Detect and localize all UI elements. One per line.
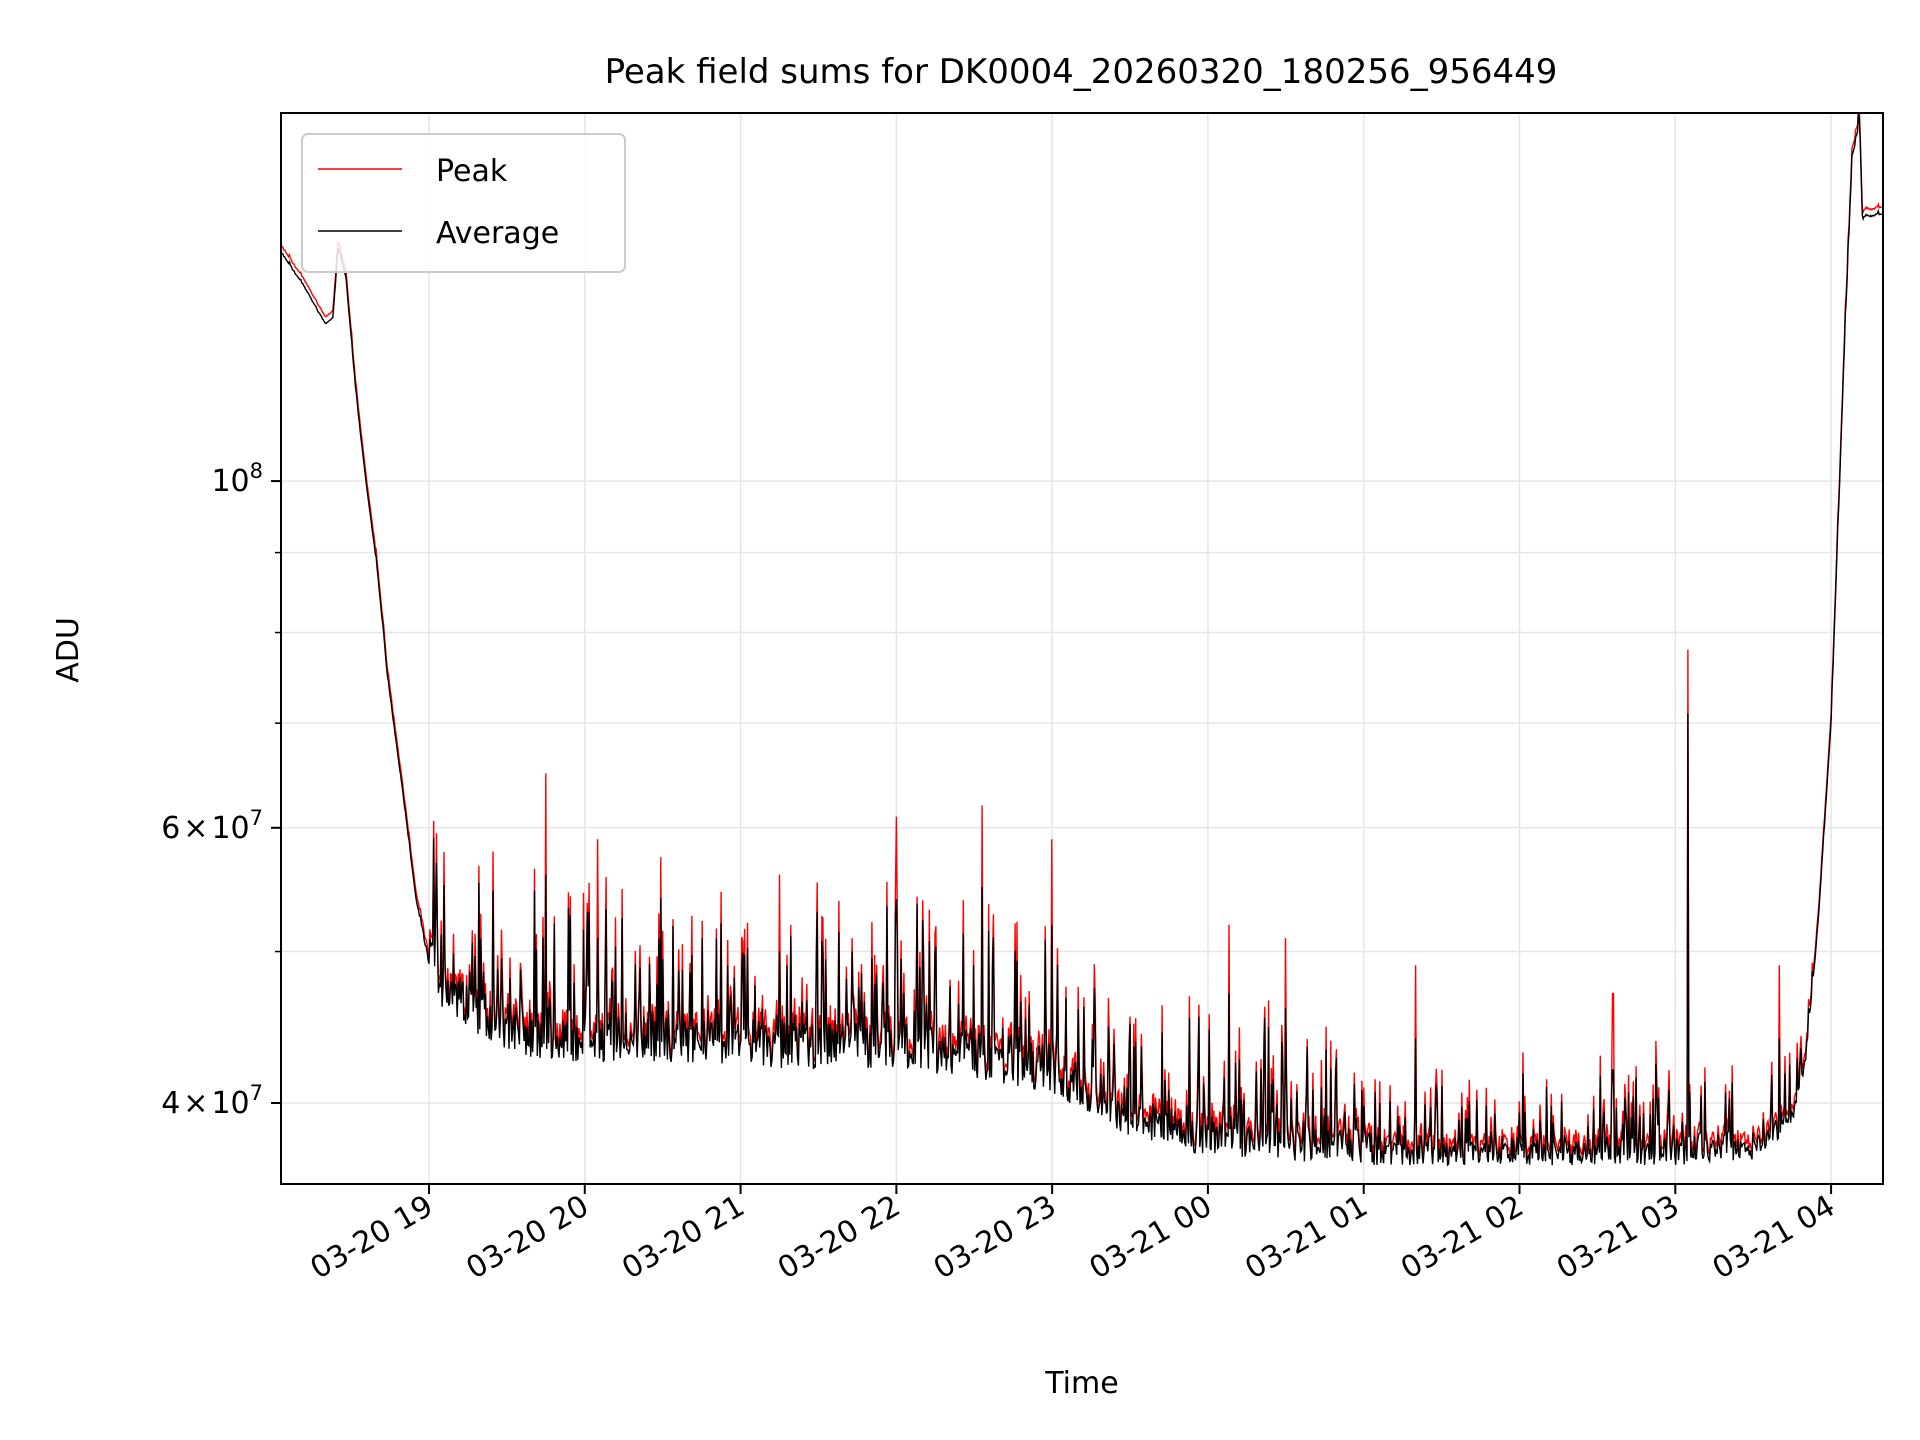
y-tick-label: 6 × 107 — [161, 806, 263, 846]
legend: Peak Average — [301, 133, 626, 273]
y-tick-exponent: 7 — [250, 806, 263, 830]
y-tick-label: 108 — [211, 459, 263, 499]
plot-lines — [281, 113, 1883, 1167]
y-tick-base: 10 — [211, 464, 249, 499]
legend-average-label: Average — [436, 216, 559, 251]
legend-peak-label: Peak — [436, 154, 508, 189]
y-tick-label: 4 × 107 — [161, 1081, 263, 1121]
chart-title: Peak field sums for DK0004_20260320_1802… — [605, 52, 1558, 92]
y-tick-exponent: 8 — [250, 459, 263, 483]
y-tick-mantissa: 4 — [161, 1086, 180, 1121]
y-tick-exponent: 7 — [250, 1081, 263, 1105]
x-axis-label: Time — [1044, 1366, 1118, 1401]
plot-frame — [280, 112, 1884, 1185]
y-axis-label: ADU — [51, 617, 86, 683]
y-tick-base: 10 — [211, 811, 249, 846]
y-tick-mantissa: 6 — [161, 811, 180, 846]
y-tick-times: × — [183, 1086, 208, 1121]
average-series-line — [281, 113, 1883, 1167]
y-tick-base: 10 — [211, 1086, 249, 1121]
y-tick-times: × — [183, 811, 208, 846]
